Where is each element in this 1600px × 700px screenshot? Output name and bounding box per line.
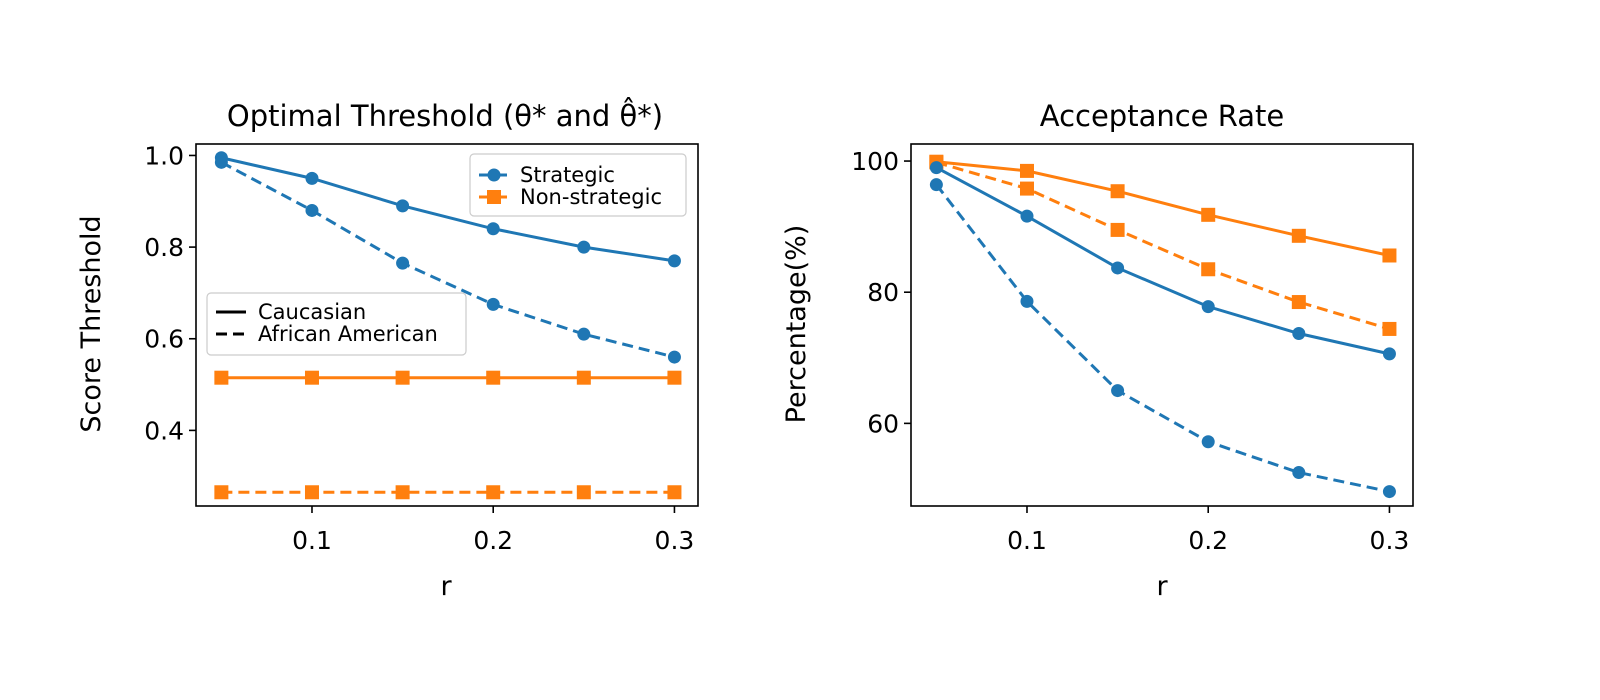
- data-point: [486, 297, 500, 311]
- y-tick-label: 0.8: [144, 233, 184, 262]
- series-non-strategic-caucasian: [214, 370, 682, 385]
- data-point: [667, 370, 682, 385]
- data-point: [1110, 184, 1125, 199]
- data-point: [395, 485, 410, 500]
- legend-label: African American: [258, 322, 438, 346]
- y-tick-label: 1.0: [144, 141, 184, 170]
- series-line: [935, 183, 1390, 494]
- y-tick-label: 60: [867, 409, 899, 438]
- data-point: [1291, 228, 1306, 243]
- x-axis-label: r: [1156, 571, 1168, 602]
- data-point: [1019, 163, 1034, 178]
- data-point: [577, 327, 591, 341]
- series-line: [935, 160, 1390, 331]
- x-tick-label: 0.3: [1370, 526, 1410, 555]
- series-line: [936, 160, 1390, 257]
- series-strategic-caucasian: [214, 151, 681, 268]
- data-point: [1111, 261, 1125, 275]
- data-point: [929, 161, 943, 175]
- data-point: [667, 254, 681, 268]
- y-tick-label: 0.6: [144, 325, 184, 354]
- data-point: [1291, 295, 1306, 310]
- data-point: [667, 485, 682, 500]
- data-point: [214, 485, 229, 500]
- x-axis-label: r: [440, 571, 452, 602]
- data-point: [214, 155, 228, 169]
- data-point: [577, 240, 591, 254]
- legend-box: [469, 153, 687, 217]
- y-axis-label: Percentage(%): [781, 225, 812, 424]
- legend-label: Non-strategic: [520, 185, 662, 209]
- series-strategic-african-american: [214, 155, 681, 364]
- data-point: [1382, 485, 1396, 499]
- data-point: [1382, 347, 1396, 361]
- x-tick-label: 0.2: [1188, 526, 1228, 555]
- data-point: [667, 350, 681, 364]
- acceptance-rate-chart: Acceptance Rate r Percentage(%) 0.1 0.2 0.…: [781, 99, 1414, 602]
- data-point: [395, 370, 410, 385]
- title-text: Optimal Threshold (θ* and θ̂*): [227, 97, 663, 133]
- data-point: [214, 370, 229, 385]
- chart-title: Optimal Threshold (θ* and θ̂*): [227, 97, 663, 133]
- series-non-strategic-caucasian: [929, 154, 1397, 263]
- data-point: [576, 485, 591, 500]
- data-point: [487, 190, 501, 204]
- x-tick-label: 0.2: [473, 526, 513, 555]
- data-point: [305, 171, 319, 185]
- data-point: [396, 256, 410, 270]
- data-point: [1292, 327, 1306, 341]
- data-point: [487, 168, 501, 182]
- y-tick-label: 0.4: [144, 416, 184, 445]
- data-point: [1019, 181, 1034, 196]
- series-line: [935, 166, 1390, 356]
- data-point: [486, 222, 500, 236]
- series-strategic-african-american: [929, 178, 1396, 499]
- data-point: [1110, 222, 1125, 237]
- legend-label: Strategic: [520, 163, 615, 187]
- series-line: [220, 161, 675, 359]
- data-point: [1201, 300, 1215, 314]
- y-tick-label: 100: [851, 147, 899, 176]
- y-axis-label: Score Threshold: [76, 215, 107, 432]
- x-tick-label: 0.1: [292, 526, 332, 555]
- data-point: [1111, 384, 1125, 398]
- data-point: [486, 485, 501, 500]
- data-point: [1020, 209, 1034, 223]
- data-point: [304, 370, 319, 385]
- plot-frame: [910, 143, 1414, 507]
- series-non-strategic-african-american: [929, 155, 1397, 336]
- data-point: [576, 370, 591, 385]
- data-point: [305, 203, 319, 217]
- threshold-chart: Optimal Threshold (θ* and θ̂*) r Score T…: [76, 97, 699, 602]
- x-tick-label: 0.1: [1007, 526, 1047, 555]
- data-point: [1201, 262, 1216, 277]
- data-point: [1292, 466, 1306, 480]
- x-tick-label: 0.3: [655, 526, 695, 555]
- chart-title: Acceptance Rate: [1040, 99, 1285, 133]
- data-point: [1201, 435, 1215, 449]
- data-point: [1020, 294, 1034, 308]
- data-point: [486, 370, 501, 385]
- legend-box: [206, 292, 467, 356]
- series-line: [221, 156, 675, 263]
- plot-frame: [195, 143, 699, 507]
- data-point: [396, 199, 410, 213]
- y-tick-label: 80: [867, 278, 899, 307]
- data-point: [1201, 207, 1216, 222]
- legend-label: Caucasian: [258, 300, 366, 324]
- series-strategic-caucasian: [929, 161, 1396, 361]
- data-point: [1382, 321, 1397, 336]
- data-point: [929, 178, 943, 192]
- data-point: [1382, 248, 1397, 263]
- series-non-strategic-african-american: [214, 485, 682, 500]
- data-point: [304, 485, 319, 500]
